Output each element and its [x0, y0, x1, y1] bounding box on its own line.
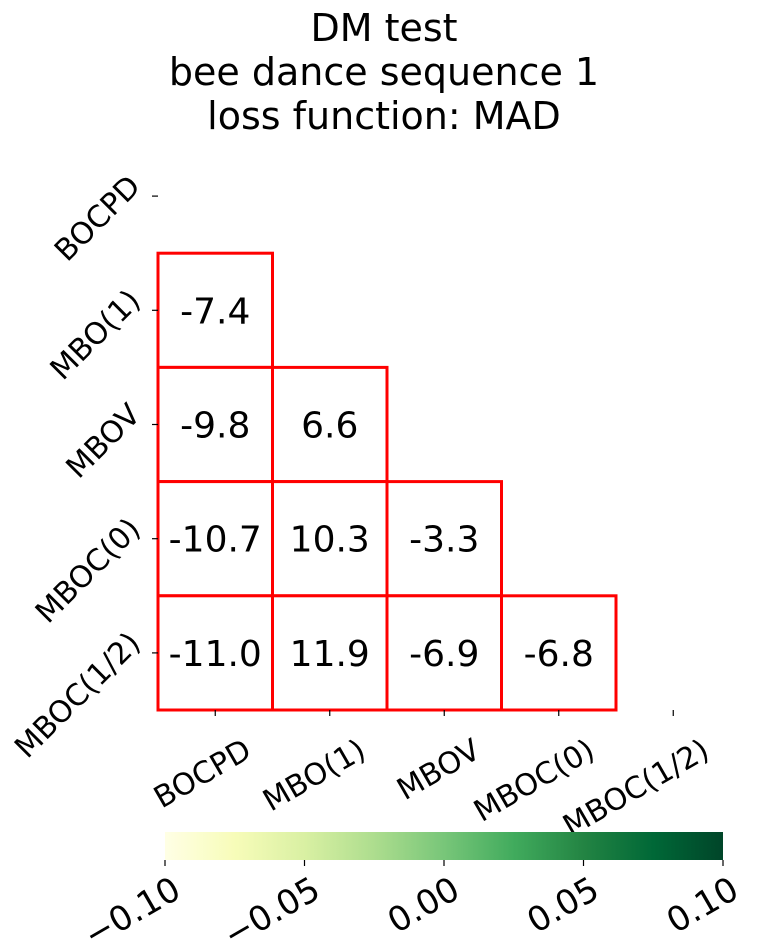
y-tick-label: MBOC(1/2): [8, 626, 147, 765]
heatmap-cell: [385, 594, 503, 712]
x-tick-label: MBO(1): [257, 733, 372, 819]
cell-label: -6.8: [524, 634, 594, 675]
heatmap-cell: [156, 594, 274, 712]
cell-label: -6.9: [409, 634, 479, 675]
heatmap-cell: [156, 251, 274, 369]
colorbar-tick-label: −0.10: [77, 869, 187, 950]
colorbar-tick-label: 0.05: [520, 869, 606, 941]
colorbar-tick-label: 0.00: [381, 869, 467, 941]
cell-label: -7.4: [180, 291, 250, 332]
cell-label: 10.3: [290, 520, 370, 561]
y-tick-label: MBOV: [60, 397, 148, 485]
cell-label: -10.7: [169, 520, 262, 561]
cell-label: -3.3: [409, 520, 479, 561]
title-line-2: bee dance sequence 1: [168, 50, 600, 94]
x-tick-label: BOCPD: [148, 733, 257, 816]
cell-label: -11.0: [169, 634, 262, 675]
y-tick-label: MBOC(0): [29, 512, 148, 631]
heatmap-cell: [271, 594, 389, 712]
y-tick-label: BOCPD: [48, 169, 148, 269]
cell-label: -9.8: [180, 406, 250, 447]
title-line-3: loss function: MAD: [207, 94, 561, 138]
colorbar: [165, 832, 723, 860]
cell-label: 6.6: [301, 406, 358, 447]
colorbar-tick-label: −0.05: [217, 869, 327, 950]
cell-label: 11.9: [290, 634, 370, 675]
colorbar-tick-label: 0.10: [660, 869, 746, 941]
y-tick-label: MBO(1): [44, 283, 148, 387]
title-line-1: DM test: [310, 6, 458, 50]
